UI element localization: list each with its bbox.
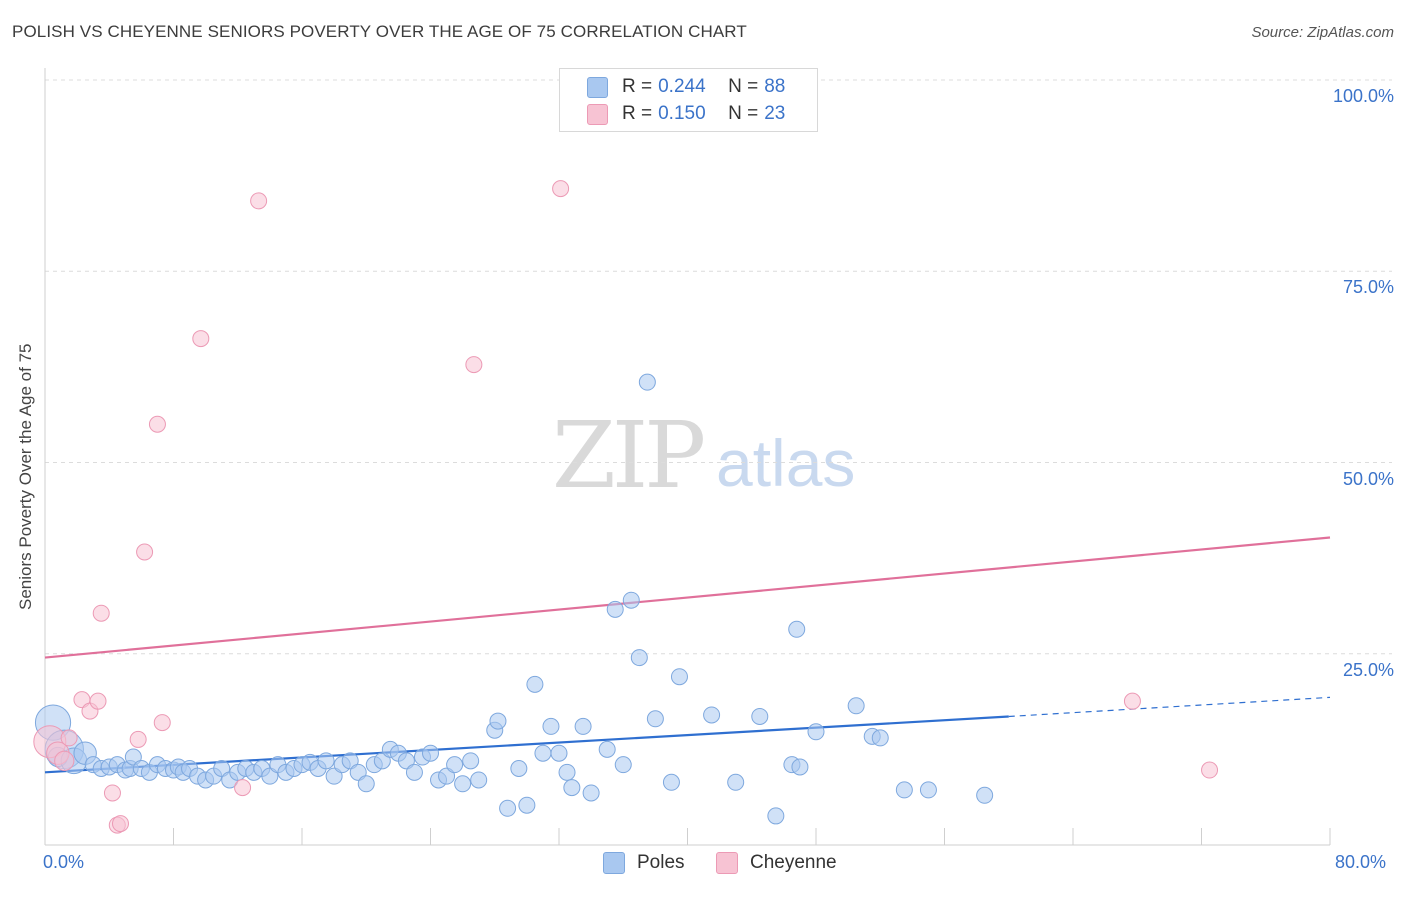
point-cheyenne xyxy=(192,330,210,348)
point-cheyenne xyxy=(92,604,110,622)
legend-n-label: N = xyxy=(728,103,759,124)
series-swatch-poles xyxy=(603,852,625,874)
point-poles xyxy=(550,744,568,762)
x-tick-max: 80.0% xyxy=(1335,852,1387,872)
series-label-poles: Poles xyxy=(637,852,685,873)
point-poles xyxy=(518,796,536,814)
point-cheyenne xyxy=(54,750,75,771)
point-poles xyxy=(563,779,581,797)
point-poles xyxy=(422,744,439,762)
point-cheyenne xyxy=(465,356,483,374)
point-poles xyxy=(542,717,560,735)
chart-title: POLISH VS CHEYENNE SENIORS POVERTY OVER … xyxy=(12,22,747,41)
legend-swatch-poles xyxy=(587,76,608,98)
point-cheyenne xyxy=(136,543,154,561)
legend-n-value: 88 xyxy=(764,76,786,97)
point-poles xyxy=(614,756,632,774)
correlation-legend: R = 0.244 N = 88 R = 0.150 N = 23 xyxy=(559,68,818,132)
point-poles xyxy=(499,799,517,817)
point-poles xyxy=(646,710,664,728)
point-poles xyxy=(919,781,937,799)
legend-n-value: 23 xyxy=(764,103,786,124)
point-cheyenne xyxy=(234,779,252,797)
trend-line-extension-poles xyxy=(1008,696,1331,718)
point-poles xyxy=(574,717,592,735)
axes xyxy=(44,68,1331,846)
point-poles xyxy=(976,786,994,804)
point-poles xyxy=(662,773,680,791)
point-poles xyxy=(751,707,769,725)
trend-lines xyxy=(44,536,1331,774)
legend-r-label: R = xyxy=(622,76,653,97)
point-poles xyxy=(727,773,745,791)
series-swatch-cheyenne xyxy=(716,852,738,874)
legend-r-label: R = xyxy=(622,103,653,124)
point-poles xyxy=(357,775,375,793)
point-poles xyxy=(558,763,576,781)
point-poles xyxy=(807,723,825,741)
point-cheyenne xyxy=(111,815,129,833)
series-poles xyxy=(34,373,994,825)
watermark-zip: ZIP xyxy=(552,402,706,509)
legend-row-poles: R = 0.244 N = 88 xyxy=(587,75,785,99)
point-poles xyxy=(638,373,656,391)
point-poles xyxy=(446,756,464,774)
point-cheyenne xyxy=(148,415,166,433)
point-poles xyxy=(526,675,544,693)
series-cheyenne xyxy=(33,180,1219,834)
point-poles xyxy=(630,649,648,667)
data-points xyxy=(33,180,1219,834)
point-poles xyxy=(670,668,688,686)
y-tick-label: 100.0% xyxy=(1332,86,1394,106)
point-cheyenne xyxy=(1201,761,1219,779)
y-tick-label: 25.0% xyxy=(1342,659,1394,680)
gridlines xyxy=(45,79,1392,655)
point-cheyenne xyxy=(103,784,121,802)
point-poles xyxy=(462,752,480,770)
legend-row-cheyenne: R = 0.150 N = 23 xyxy=(587,102,785,126)
point-poles xyxy=(489,712,507,730)
point-poles xyxy=(895,781,913,799)
point-poles xyxy=(405,763,423,781)
legend-r-value: 0.244 xyxy=(658,76,706,97)
point-poles xyxy=(622,591,640,609)
legend-r-value: 0.150 xyxy=(658,103,706,124)
point-cheyenne xyxy=(129,730,147,748)
point-cheyenne xyxy=(153,714,171,732)
legend-n-label: N = xyxy=(728,76,759,97)
point-poles xyxy=(606,600,624,618)
y-axis-label: Seniors Poverty Over the Age of 75 xyxy=(16,343,35,610)
trend-line-cheyenne xyxy=(44,536,1331,659)
point-poles xyxy=(534,744,552,762)
series-label-cheyenne: Cheyenne xyxy=(750,852,837,873)
y-tick-label: 50.0% xyxy=(1342,468,1394,489)
point-poles xyxy=(871,729,889,747)
series-legend: Poles Cheyenne xyxy=(0,852,1406,878)
chart-source: Source: ZipAtlas.com xyxy=(1251,24,1394,41)
point-poles xyxy=(317,752,335,770)
series-legend-cheyenne[interactable]: Cheyenne xyxy=(716,852,837,874)
point-poles xyxy=(470,771,488,789)
point-poles xyxy=(582,784,600,802)
legend-swatch-cheyenne xyxy=(587,103,608,125)
point-poles xyxy=(788,620,806,638)
trend-line-poles xyxy=(44,715,1009,774)
point-poles xyxy=(454,775,472,793)
point-poles xyxy=(791,758,809,776)
point-cheyenne xyxy=(1123,692,1141,710)
point-poles xyxy=(767,807,785,825)
point-cheyenne xyxy=(552,180,570,198)
point-poles xyxy=(510,760,528,777)
point-cheyenne xyxy=(89,692,107,710)
point-poles xyxy=(598,740,616,758)
y-tick-label: 75.0% xyxy=(1342,277,1394,298)
point-cheyenne xyxy=(60,729,78,747)
point-cheyenne xyxy=(250,192,268,210)
x-tick-min: 0.0% xyxy=(43,852,85,872)
point-poles xyxy=(703,706,721,724)
series-legend-poles[interactable]: Poles xyxy=(603,852,685,874)
point-poles xyxy=(847,697,865,715)
